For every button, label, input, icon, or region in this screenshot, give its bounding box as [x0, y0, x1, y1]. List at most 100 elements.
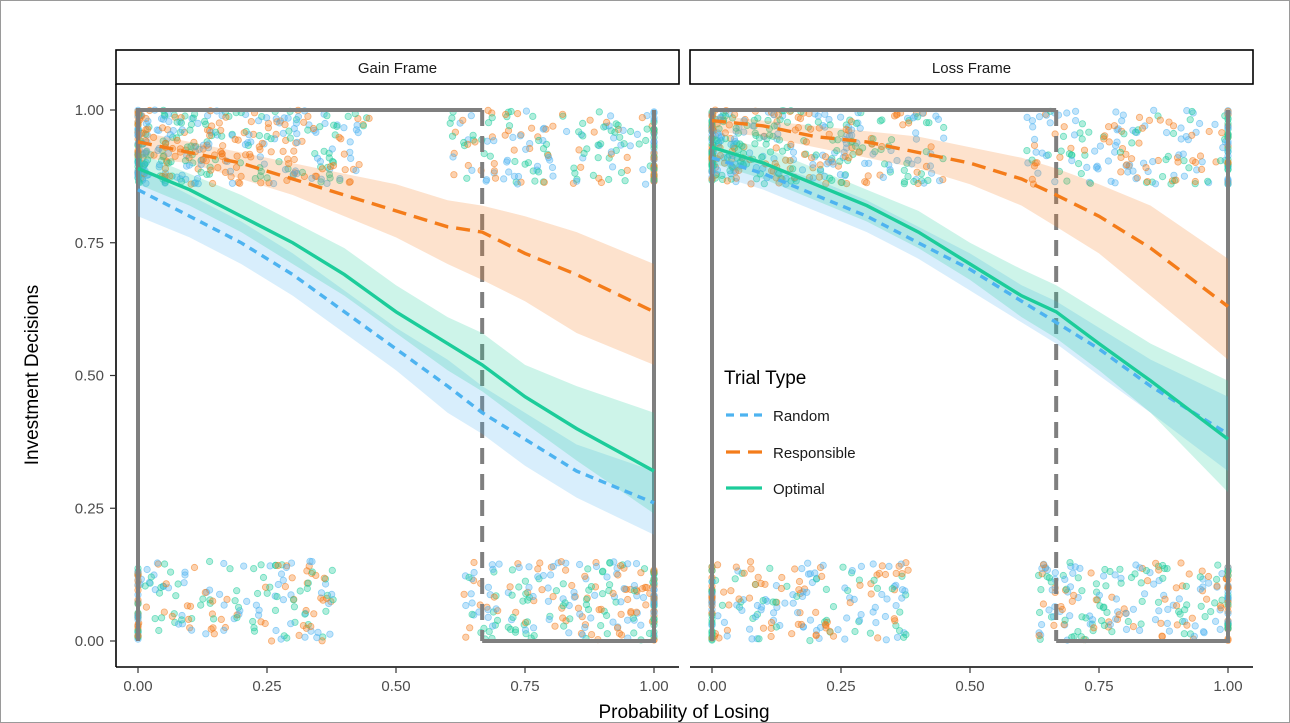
observation-point: [760, 180, 768, 188]
observation-point: [206, 557, 214, 566]
observation-point: [317, 589, 326, 597]
observation-point: [544, 584, 552, 592]
observation-point: [1214, 561, 1222, 569]
observation-point: [306, 557, 314, 566]
observation-point: [605, 581, 614, 589]
observation-point: [812, 608, 820, 617]
observation-point: [746, 558, 755, 566]
observation-point: [219, 142, 227, 150]
observation-point: [767, 632, 775, 641]
observation-point: [254, 589, 262, 598]
observation-point: [721, 135, 730, 143]
observation-point: [240, 562, 248, 570]
observation-point: [257, 561, 265, 569]
observation-point: [257, 179, 265, 187]
observation-point: [1080, 146, 1089, 154]
observation-point: [1078, 613, 1086, 621]
observation-point: [328, 566, 336, 575]
observation-point: [841, 635, 849, 643]
observation-point: [180, 579, 188, 587]
observation-point: [1078, 135, 1086, 143]
observation-point: [630, 629, 638, 637]
observation-point: [1185, 164, 1193, 172]
observation-point: [626, 127, 635, 136]
observation-point: [293, 130, 301, 138]
observation-point: [1072, 117, 1080, 125]
observation-point: [851, 627, 859, 636]
observation-point: [1038, 149, 1046, 157]
observation-point: [1061, 616, 1069, 624]
observation-point: [1096, 602, 1104, 610]
observation-point: [534, 573, 542, 581]
observation-point: [574, 604, 583, 612]
observation-point: [197, 601, 205, 609]
observation-point: [1175, 595, 1183, 603]
observation-point: [869, 560, 877, 568]
observation-point: [206, 586, 214, 594]
observation-point: [1191, 180, 1199, 188]
observation-point: [187, 142, 195, 150]
observation-point: [1101, 565, 1109, 574]
observation-point: [1124, 168, 1132, 176]
observation-point: [488, 114, 496, 122]
observation-point: [829, 602, 838, 611]
observation-point: [607, 148, 616, 156]
observation-point: [150, 151, 158, 159]
observation-point: [855, 148, 863, 156]
observation-point: [1103, 608, 1111, 617]
observation-point: [1173, 602, 1181, 610]
observation-point: [185, 161, 193, 169]
observation-point: [226, 167, 234, 175]
observation-point: [1159, 574, 1167, 582]
observation-point: [1051, 178, 1059, 186]
observation-point: [282, 563, 290, 572]
observation-point: [816, 161, 824, 169]
observation-point: [240, 129, 248, 137]
observation-point: [1062, 585, 1071, 593]
observation-point: [1138, 564, 1147, 573]
observation-point: [484, 119, 493, 127]
observation-point: [559, 614, 567, 622]
observation-point: [464, 140, 472, 148]
observation-point: [255, 132, 263, 140]
observation-point: [326, 174, 334, 182]
observation-point: [800, 150, 809, 158]
observation-point: [594, 154, 602, 162]
observation-point: [168, 612, 176, 620]
observation-point: [821, 153, 830, 161]
observation-point: [927, 169, 936, 177]
observation-point: [545, 615, 553, 624]
observation-point: [142, 603, 150, 611]
observation-point: [1089, 616, 1097, 624]
observation-point: [1117, 153, 1125, 161]
observation-point: [1175, 151, 1183, 159]
observation-point: [758, 153, 766, 161]
observation-point: [1104, 157, 1113, 165]
observation-point: [446, 119, 454, 127]
observation-point: [1217, 604, 1225, 612]
observation-point: [922, 119, 931, 127]
observation-point: [594, 141, 602, 149]
observation-point: [159, 153, 167, 161]
observation-point: [1137, 579, 1145, 587]
observation-point: [1129, 167, 1137, 175]
observation-point: [1083, 163, 1091, 171]
observation-point: [218, 132, 226, 140]
observation-point: [581, 572, 589, 580]
observation-point: [592, 562, 601, 571]
observation-point: [759, 596, 767, 605]
observation-point: [597, 178, 606, 187]
optimal-rule-line: [136, 108, 656, 643]
observation-point: [1141, 590, 1149, 598]
observation-point: [256, 172, 264, 180]
observation-point: [789, 148, 798, 156]
observation-point: [789, 599, 797, 607]
observation-point: [893, 157, 901, 165]
observation-point: [300, 118, 308, 126]
observation-point: [577, 163, 585, 171]
observation-point: [1135, 139, 1143, 147]
observation-point: [529, 112, 537, 121]
observation-point: [1129, 605, 1138, 613]
y-tick-label: 0.75: [75, 235, 104, 252]
observation-point: [605, 175, 613, 184]
